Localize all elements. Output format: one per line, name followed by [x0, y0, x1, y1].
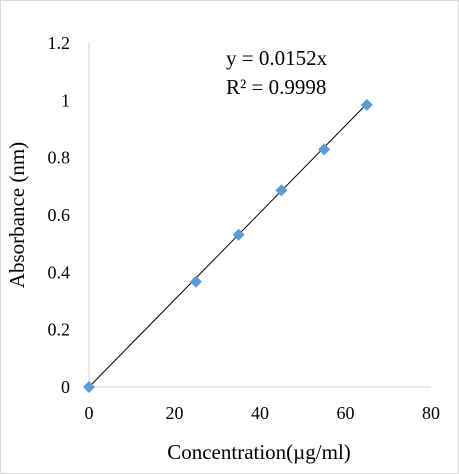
y-tick-label: 1.2 [48, 33, 71, 53]
x-tick-label: 40 [251, 403, 269, 423]
y-tick-label: 0 [61, 377, 70, 397]
x-tick-label: 80 [422, 403, 440, 423]
equation-label: y = 0.0152x [226, 46, 328, 70]
data-point-marker [275, 184, 288, 197]
r-squared-label: R² = 0.9998 [226, 75, 326, 99]
y-tick-label: 0.6 [48, 205, 71, 225]
x-tick-label: 0 [85, 403, 94, 423]
data-point-marker [189, 275, 202, 288]
y-tick-labels: 0 0.2 0.4 0.6 0.8 1 1.2 [48, 33, 71, 397]
y-axis-title: Absorbance (nm) [5, 142, 29, 288]
data-point-marker [232, 228, 245, 241]
x-axis-title: Concentration(µg/ml) [167, 440, 351, 464]
data-point-marker [360, 98, 373, 111]
data-points [83, 98, 373, 393]
data-point-marker [318, 143, 331, 156]
y-tick-label: 0.2 [48, 320, 71, 340]
data-point-marker [83, 381, 95, 393]
x-tick-label: 60 [337, 403, 355, 423]
y-tick-label: 0.8 [48, 148, 71, 168]
x-tick-label: 20 [166, 403, 184, 423]
y-tick-label: 0.4 [48, 262, 71, 282]
x-tick-labels: 0 20 40 60 80 [85, 403, 441, 423]
axes [88, 43, 431, 388]
y-tick-label: 1 [61, 90, 70, 110]
